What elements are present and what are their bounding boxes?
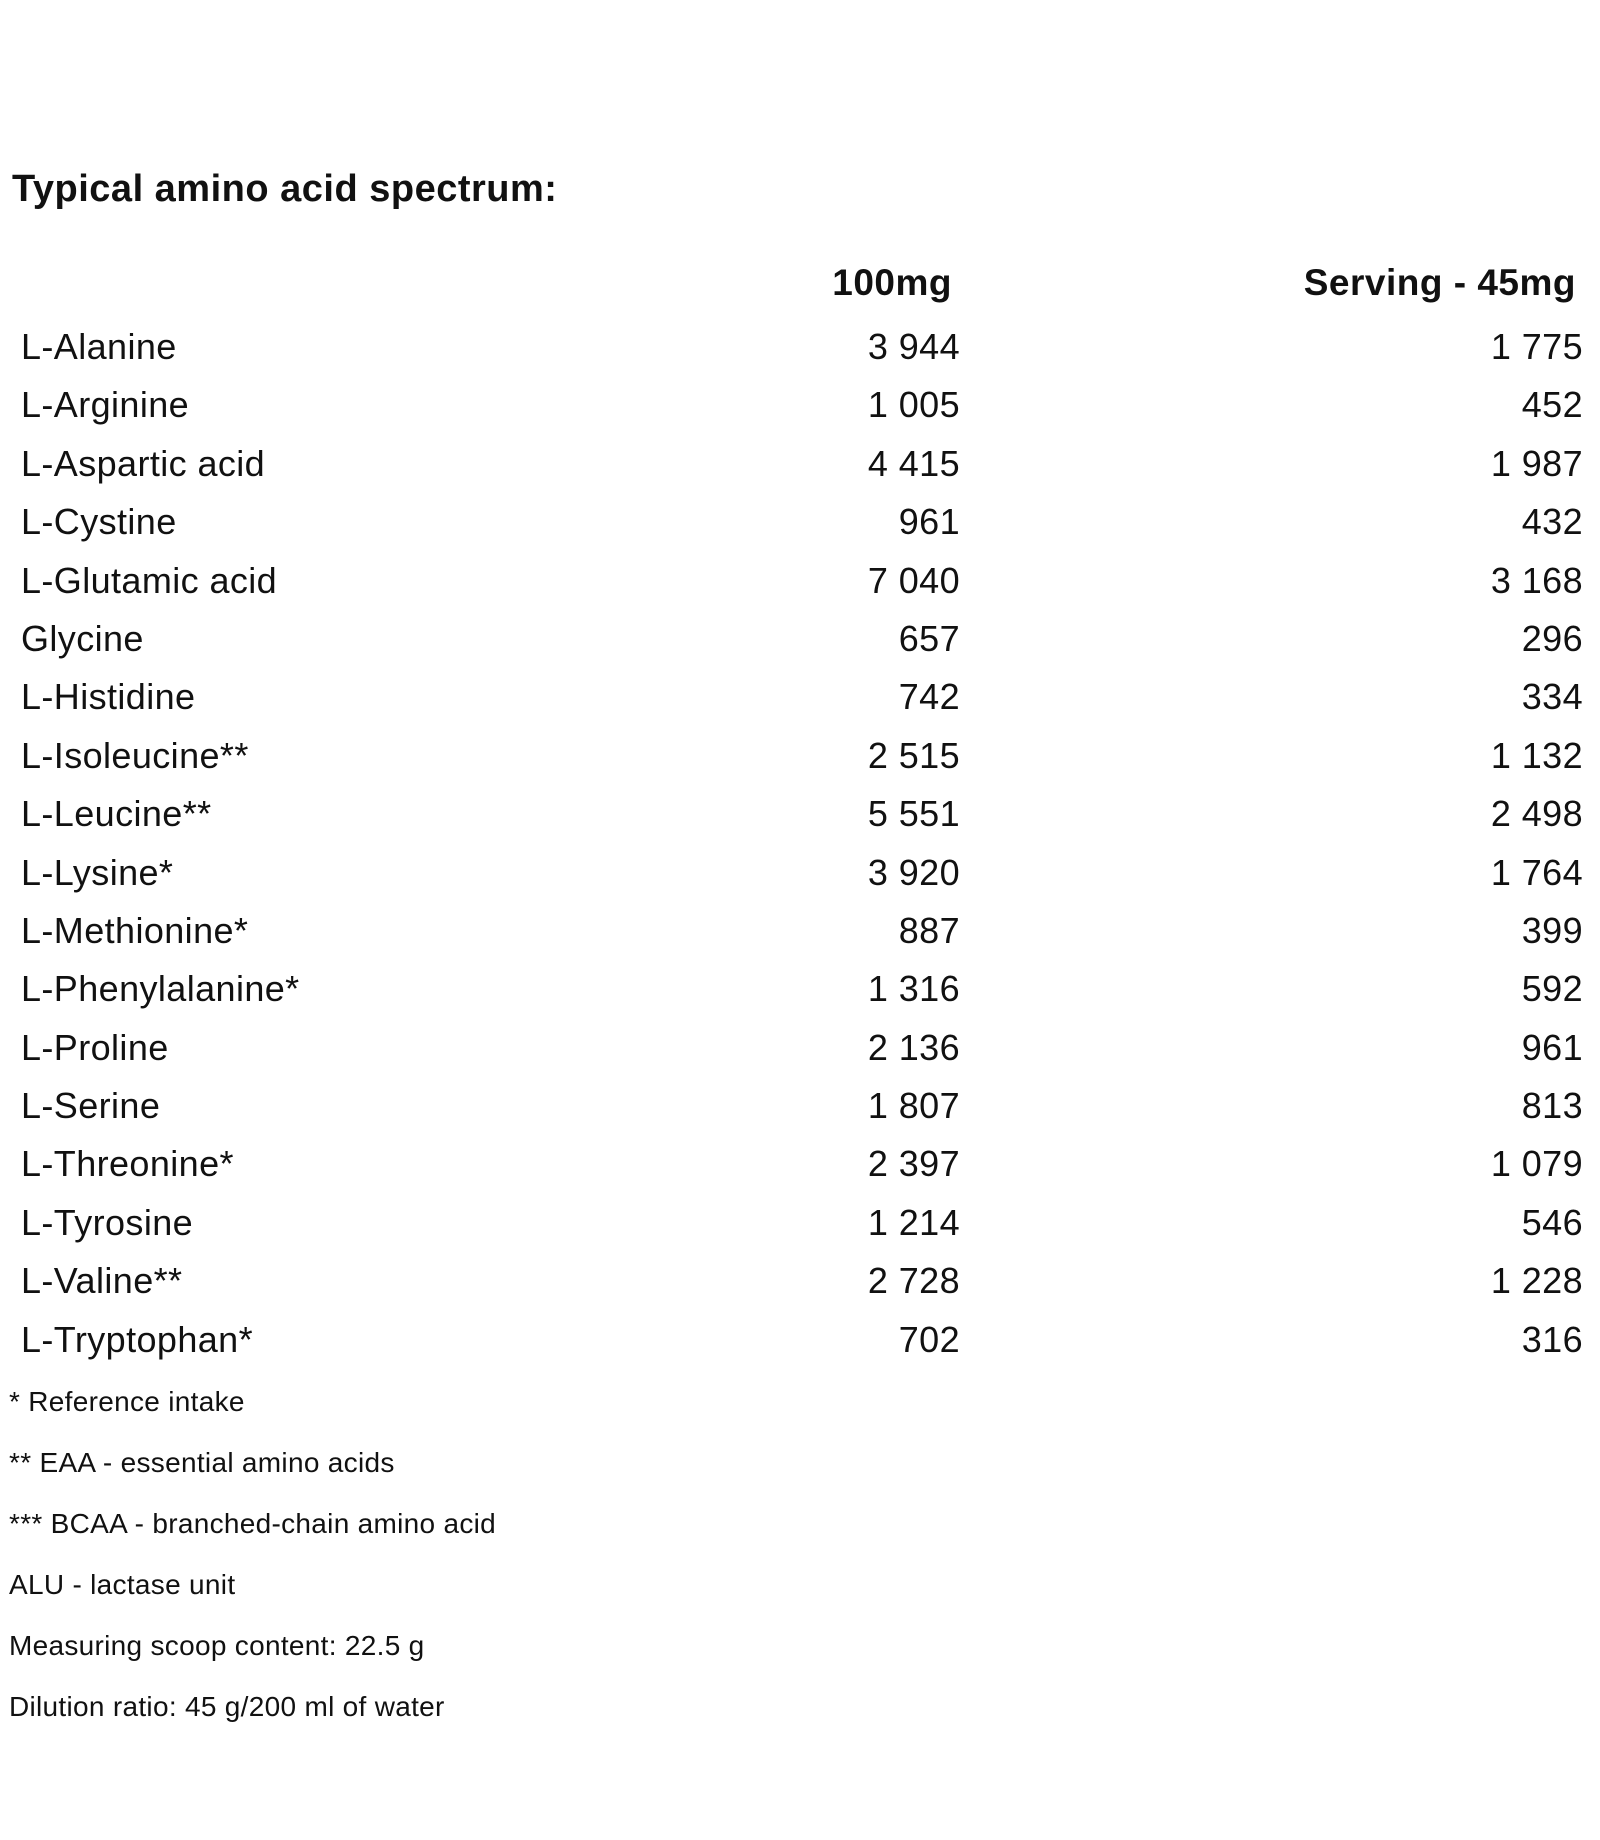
amino-acid-name: L-Threonine* [21,1143,234,1185]
footnote: *** BCAA - branched-chain amino acid [9,1508,497,1539]
value-per-serving: 3 168 [1490,559,1583,601]
table-row: Glycine 657 296 [0,614,1600,672]
table-row: L-Serine 1 807 813 [0,1081,1600,1139]
amino-acid-name: L-Cystine [21,501,177,543]
table-row: L-Isoleucine** 2 515 1 132 [0,731,1600,789]
value-per-100mg: 1 807 [867,1085,960,1127]
amino-acid-name: L-Tyrosine [21,1201,194,1243]
column-header-100mg: 100mg [832,262,952,303]
value-per-serving: 399 [1521,909,1583,951]
table-row: L-Valine** 2 728 1 228 [0,1256,1600,1314]
value-per-serving: 452 [1521,384,1583,426]
amino-acid-name: L-Methionine* [21,909,249,951]
table-row: L-Glutamic acid 7 040 3 168 [0,556,1600,614]
table-row: L-Threonine* 2 397 1 079 [0,1139,1600,1197]
footnote: Dilution ratio: 45 g/200 ml of water [9,1691,445,1722]
footnote: Measuring scoop content: 22.5 g [9,1630,425,1661]
value-per-serving: 1 775 [1490,326,1583,367]
table-row: L-Cystine 961 432 [0,497,1600,555]
value-per-serving: 334 [1521,676,1583,718]
amino-acid-name: L-Valine** [21,1260,183,1302]
footnote: ** EAA - essential amino acids [9,1447,395,1478]
value-per-100mg: 7 040 [867,559,960,601]
value-per-serving: 316 [1521,1318,1583,1360]
value-per-100mg: 5 551 [867,793,960,835]
value-per-serving: 1 228 [1490,1260,1583,1302]
amino-acid-name: L-Leucine** [21,793,212,835]
footnotes: * Reference intake ** EAA - essential ami… [9,1386,496,1752]
column-header-serving: Serving - 45mg [1303,262,1576,303]
value-per-100mg: 1 316 [867,968,960,1010]
value-per-serving: 1 132 [1490,734,1583,776]
table-row: L-Histidine 742 334 [0,672,1600,730]
amino-acid-name: L-Phenylalanine* [21,968,300,1010]
value-per-100mg: 3 920 [867,851,960,893]
value-per-100mg: 2 136 [867,1026,960,1068]
amino-acid-name: L-Lysine* [21,851,174,893]
amino-acid-name: L-Isoleucine** [21,734,249,776]
amino-acid-table: L-Alanine 3 944 1 775 L-Arginine 1 005 452 L-A… [0,322,1600,1373]
value-per-serving: 546 [1521,1201,1583,1243]
value-per-100mg: 2 728 [867,1260,960,1302]
page-title: Typical amino acid spectrum: [12,168,558,210]
amino-acid-name: L-Tryptophan* [21,1318,253,1360]
value-per-serving: 1 079 [1490,1143,1583,1185]
value-per-100mg: 657 [898,617,960,659]
amino-acid-name: L-Aspartic acid [21,442,266,484]
amino-acid-name: L-Serine [21,1085,161,1127]
footnote: ALU - lactase unit [9,1569,236,1600]
value-per-serving: 432 [1521,501,1583,543]
value-per-100mg: 702 [898,1318,960,1360]
value-per-100mg: 2 397 [867,1143,960,1185]
value-per-serving: 813 [1521,1085,1583,1127]
table-row: L-Arginine 1 005 452 [0,380,1600,438]
value-per-serving: 296 [1521,617,1583,659]
value-per-serving: 592 [1521,968,1583,1010]
value-per-serving: 1 764 [1490,851,1583,893]
amino-acid-name: L-Histidine [21,676,196,718]
table-row: L-Tryptophan* 702 316 [0,1315,1600,1373]
value-per-100mg: 887 [898,909,960,951]
value-per-100mg: 742 [898,676,960,718]
table-row: L-Proline 2 136 961 [0,1023,1600,1081]
table-row: L-Phenylalanine* 1 316 592 [0,964,1600,1022]
table-row: L-Tyrosine 1 214 546 [0,1198,1600,1256]
value-per-serving: 961 [1521,1026,1583,1068]
table-row: L-Leucine** 5 551 2 498 [0,789,1600,847]
amino-acid-name: L-Proline [21,1026,169,1068]
amino-acid-name: L-Alanine [21,326,177,367]
value-per-100mg: 3 944 [867,326,960,367]
footnote: * Reference intake [9,1386,245,1417]
amino-acid-name: L-Arginine [21,384,190,426]
value-per-100mg: 1 005 [867,384,960,426]
table-row: L-Aspartic acid 4 415 1 987 [0,439,1600,497]
value-per-serving: 2 498 [1490,793,1583,835]
value-per-100mg: 1 214 [867,1201,960,1243]
table-row: L-Methionine* 887 399 [0,906,1600,964]
value-per-100mg: 961 [898,501,960,543]
amino-acid-name: Glycine [21,617,144,659]
table-row: L-Alanine 3 944 1 775 [0,322,1600,380]
table-row: L-Lysine* 3 920 1 764 [0,848,1600,906]
value-per-100mg: 4 415 [867,442,960,484]
value-per-100mg: 2 515 [867,734,960,776]
value-per-serving: 1 987 [1490,442,1583,484]
amino-acid-name: L-Glutamic acid [21,559,278,601]
